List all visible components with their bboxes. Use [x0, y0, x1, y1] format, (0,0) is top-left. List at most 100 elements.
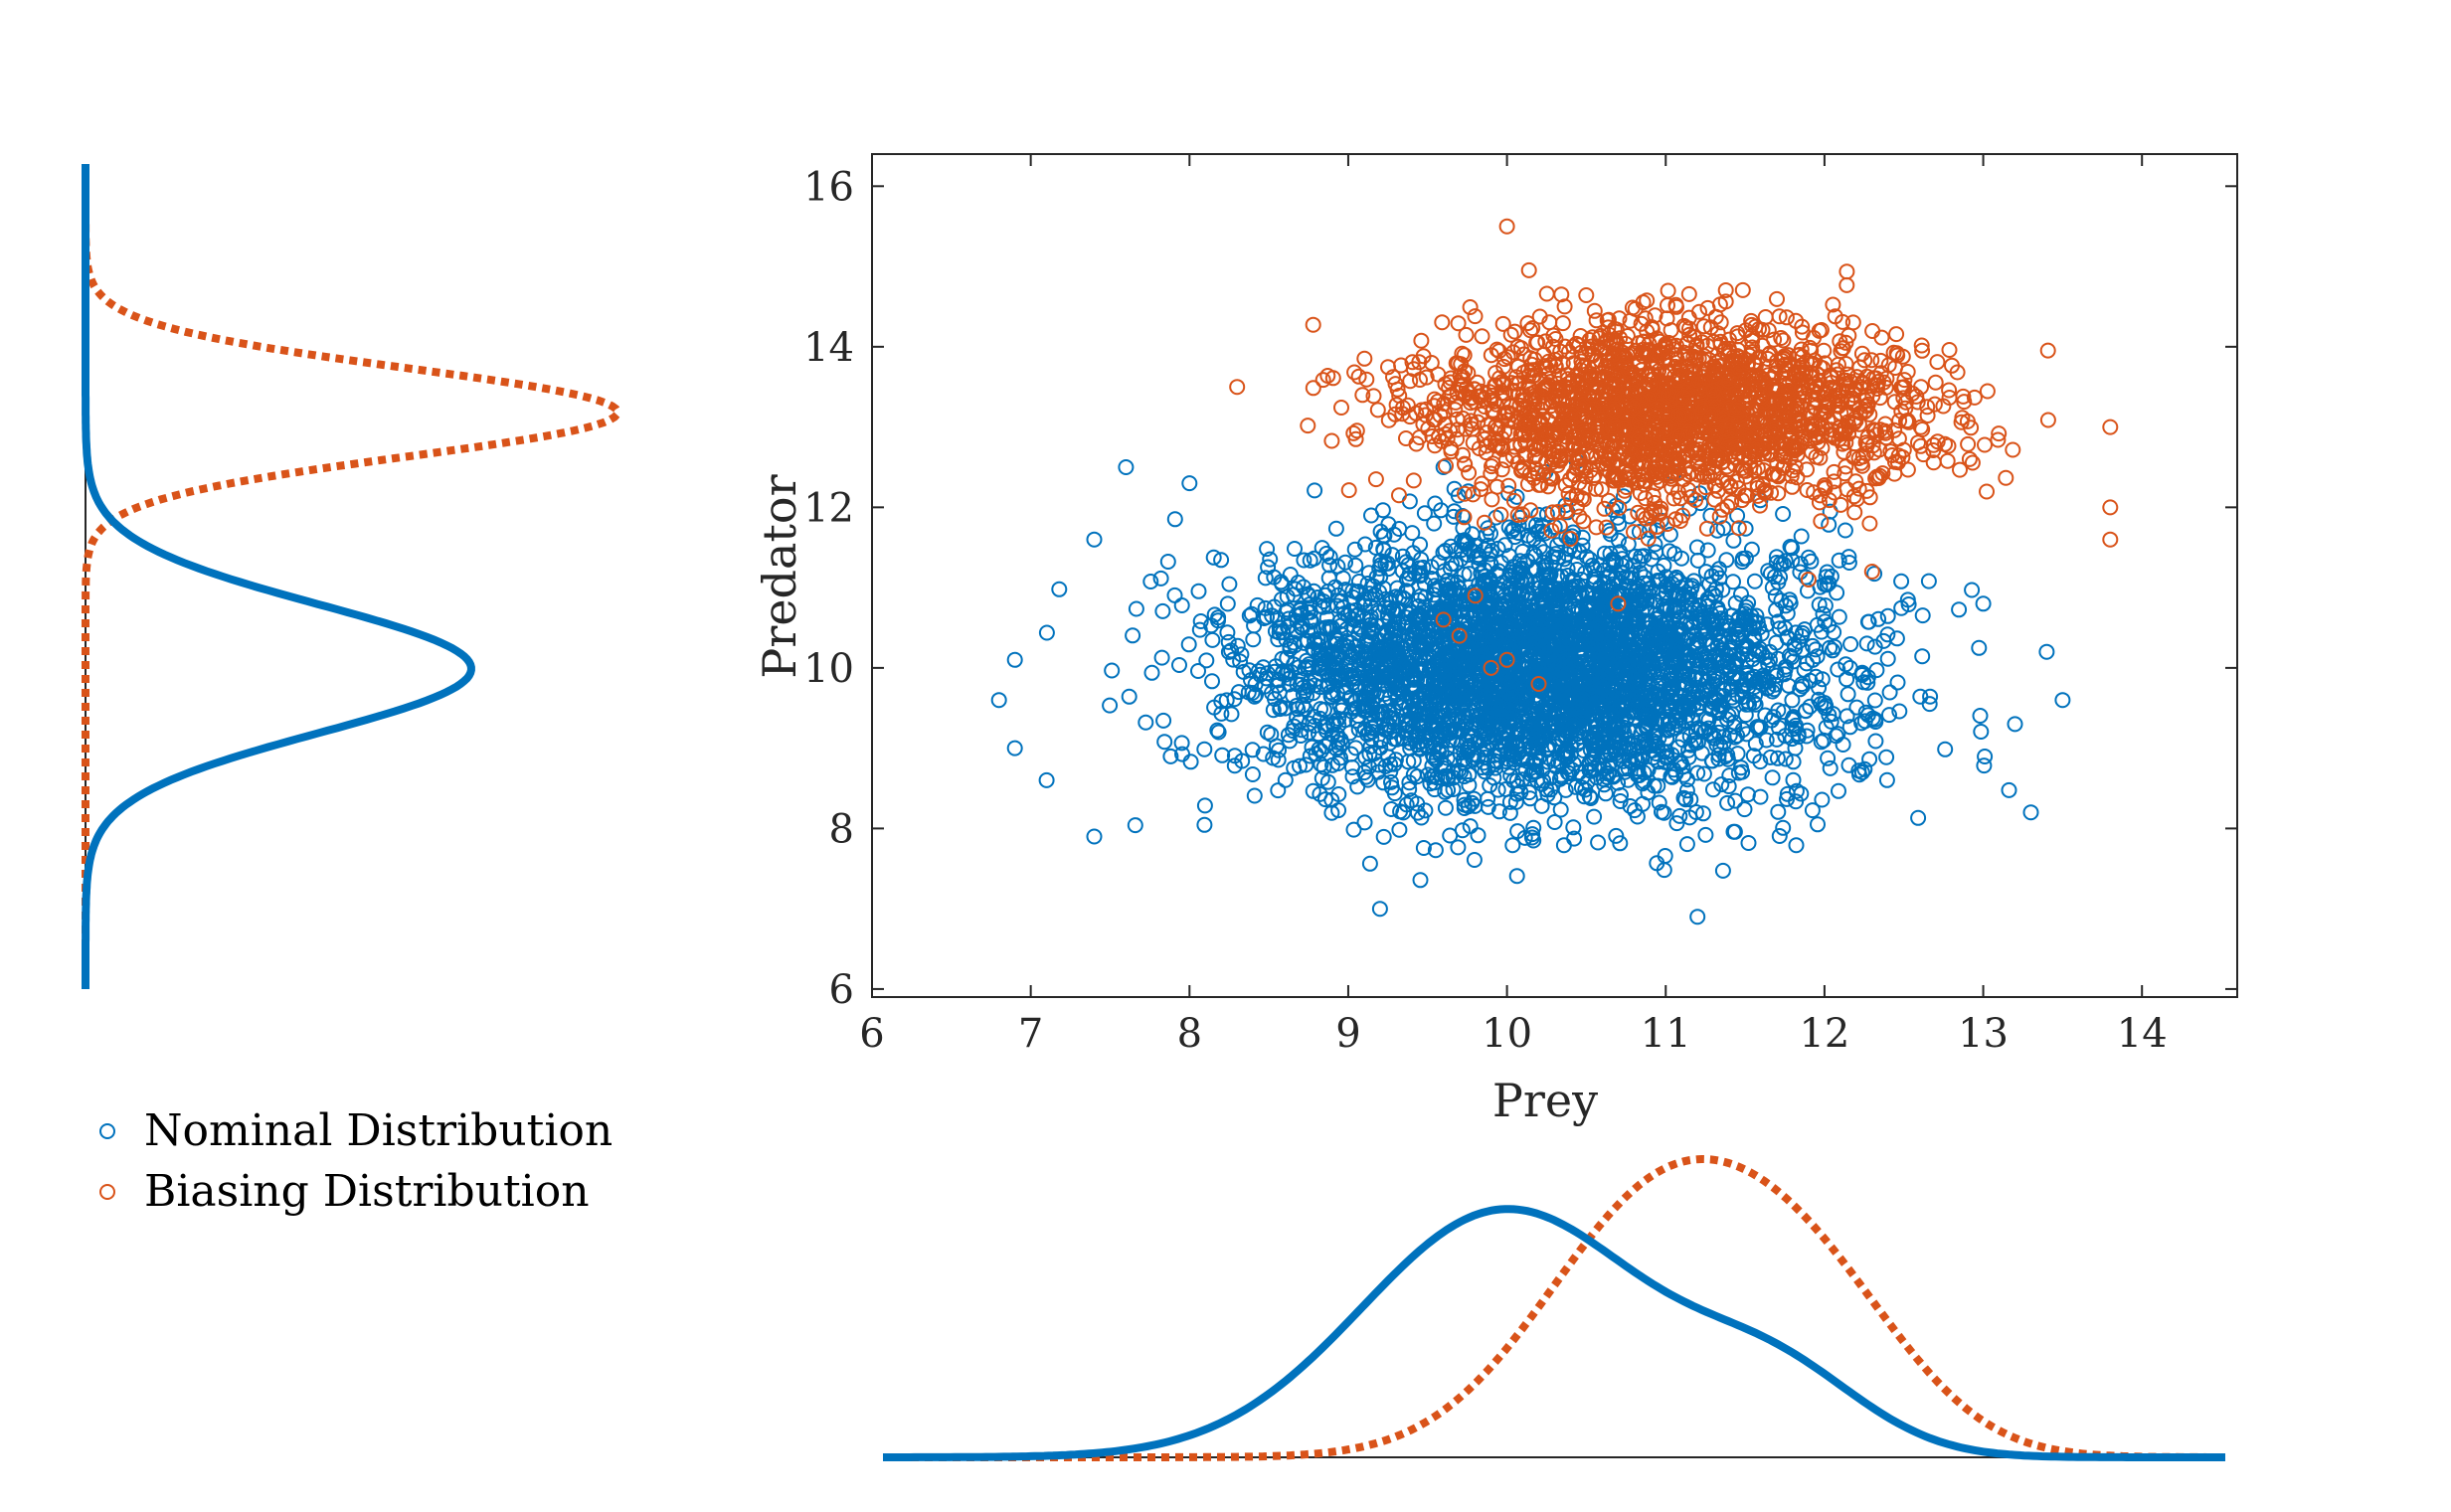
nominal-point — [1559, 764, 1576, 781]
nominal-point — [1893, 573, 1910, 589]
nominal-point — [1912, 688, 1929, 705]
nominal-point — [1746, 573, 1763, 589]
nominal-point — [1245, 631, 1262, 648]
nominal-point — [1138, 714, 1154, 731]
nominal-point — [1412, 872, 1429, 889]
nominal-point — [1777, 751, 1794, 767]
biasing-point — [1458, 326, 1475, 343]
nominal-point — [1817, 613, 1834, 630]
nominal-point — [1470, 696, 1487, 713]
nominal-point — [1851, 766, 1867, 783]
nominal-point — [1792, 681, 1809, 698]
nominal-point — [1291, 714, 1308, 730]
nominal-point — [1784, 692, 1801, 709]
nominal-point — [1329, 756, 1346, 771]
nominal-point — [1196, 797, 1213, 814]
nominal-point — [1425, 747, 1441, 763]
nominal-point — [1659, 600, 1675, 617]
nominal-point — [1433, 744, 1450, 760]
nominal-point — [1345, 821, 1362, 838]
nominal-point — [1752, 788, 1769, 805]
nominal-point — [1734, 722, 1751, 738]
nominal-point — [1708, 626, 1724, 643]
nominal-point — [1558, 661, 1575, 678]
nominal-point — [1763, 712, 1780, 729]
nominal-point — [1656, 557, 1672, 574]
nominal-point — [1695, 765, 1712, 782]
nominal-point — [1391, 821, 1408, 838]
nominal-point — [1552, 801, 1569, 818]
nominal-point — [1127, 817, 1143, 834]
nominal-point — [1686, 671, 1703, 688]
nominal-point — [1344, 588, 1361, 605]
biasing-point — [1961, 450, 1978, 467]
nominal-point — [1368, 687, 1385, 704]
nominal-point — [1246, 787, 1263, 804]
nominal-point — [1277, 771, 1294, 788]
nominal-point — [1206, 606, 1223, 623]
nominal-point — [1819, 577, 1836, 593]
nominal-point — [1768, 667, 1785, 684]
nominal-point — [1866, 638, 1883, 655]
nominal-point — [1506, 564, 1523, 580]
nominal-point — [1209, 722, 1226, 739]
nominal-point — [1573, 779, 1590, 796]
nominal-point — [1734, 763, 1751, 780]
nominal-point — [1437, 767, 1454, 784]
nominal-point — [1891, 703, 1908, 720]
nominal-point — [1622, 798, 1639, 814]
nominal-point — [1914, 648, 1931, 665]
nominal-point — [1462, 818, 1479, 835]
nominal-point — [1758, 732, 1775, 749]
biasing-point — [1340, 482, 1357, 499]
nominal-point — [1412, 741, 1428, 757]
nominal-point — [1604, 702, 1621, 719]
nominal-point — [1586, 808, 1603, 825]
nominal-point — [1821, 516, 1838, 533]
nominal-point — [1427, 842, 1444, 859]
nominal-point — [1730, 631, 1747, 648]
nominal-point — [1334, 651, 1351, 668]
nominal-point — [1867, 733, 1884, 750]
nominal-point — [1856, 760, 1873, 777]
nominal-point — [1853, 664, 1870, 681]
nominal-point — [1248, 687, 1264, 703]
nominal-point — [1392, 803, 1409, 820]
biasing-point — [1929, 433, 1946, 450]
nominal-point — [1518, 714, 1535, 731]
nominal-point — [1597, 785, 1614, 802]
nominal-point — [1511, 509, 1528, 526]
biasing-point — [1529, 334, 1546, 351]
nominal-point — [1817, 597, 1834, 614]
nominal-point — [1705, 781, 1721, 798]
nominal-point — [1769, 750, 1786, 766]
nominal-point — [1617, 656, 1633, 672]
nominal-point — [1369, 705, 1385, 722]
nominal-point — [1726, 823, 1743, 840]
nominal-point — [1523, 658, 1540, 674]
nominal-point — [1463, 678, 1480, 695]
biasing-point — [1413, 332, 1430, 349]
nominal-point — [1317, 587, 1333, 603]
nominal-point — [1180, 636, 1197, 653]
nominal-point — [1317, 723, 1334, 740]
biasing-point — [1405, 472, 1422, 489]
nominal-point — [1593, 635, 1609, 652]
nominal-point — [1327, 520, 1344, 537]
nominal-point — [1337, 554, 1353, 571]
nominal-point — [1006, 740, 1023, 756]
nominal-point — [1656, 804, 1672, 821]
nominal-point — [1859, 613, 1876, 630]
nominal-point — [1671, 710, 1688, 727]
biasing-point — [1611, 310, 1628, 327]
biasing-point — [2039, 342, 2056, 359]
biasing-point — [1888, 326, 1905, 343]
nominal-point — [1545, 650, 1562, 667]
nominal-point — [1444, 712, 1461, 729]
nominal-point — [1428, 697, 1445, 714]
nominal-point — [1666, 546, 1683, 562]
nominal-point — [1762, 749, 1779, 765]
nominal-point — [1367, 539, 1384, 556]
nominal-point — [1670, 717, 1686, 734]
